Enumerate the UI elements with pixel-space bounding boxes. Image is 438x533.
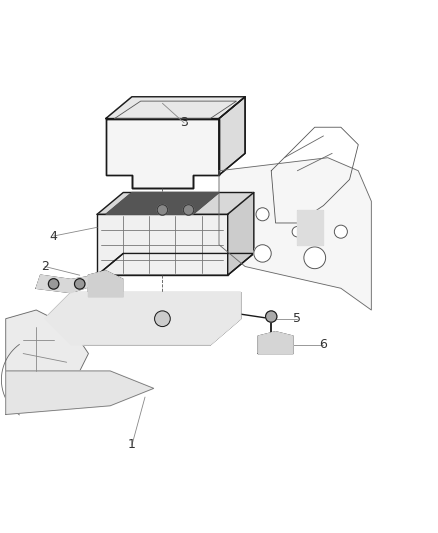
Polygon shape	[106, 97, 245, 118]
Polygon shape	[106, 192, 219, 214]
Circle shape	[334, 225, 347, 238]
Text: 1: 1	[128, 439, 136, 451]
Circle shape	[292, 227, 303, 237]
Polygon shape	[219, 158, 371, 310]
Polygon shape	[258, 332, 293, 353]
Circle shape	[254, 245, 271, 262]
Circle shape	[256, 208, 269, 221]
Polygon shape	[97, 192, 254, 214]
Circle shape	[48, 279, 59, 289]
Polygon shape	[97, 214, 228, 275]
Polygon shape	[45, 293, 241, 345]
Circle shape	[265, 311, 277, 322]
Polygon shape	[219, 97, 245, 175]
Polygon shape	[36, 275, 97, 293]
Text: 3: 3	[180, 116, 188, 130]
Text: 2: 2	[41, 260, 49, 273]
Circle shape	[157, 205, 168, 215]
Text: 4: 4	[49, 230, 57, 243]
Circle shape	[184, 205, 194, 215]
Text: 6: 6	[319, 338, 327, 351]
Polygon shape	[228, 192, 254, 275]
Polygon shape	[6, 310, 88, 371]
Polygon shape	[297, 210, 323, 245]
Circle shape	[155, 311, 170, 327]
Polygon shape	[88, 271, 123, 297]
Polygon shape	[106, 118, 219, 188]
Polygon shape	[6, 371, 154, 415]
Circle shape	[304, 247, 325, 269]
Text: 5: 5	[293, 312, 301, 325]
Circle shape	[74, 279, 85, 289]
